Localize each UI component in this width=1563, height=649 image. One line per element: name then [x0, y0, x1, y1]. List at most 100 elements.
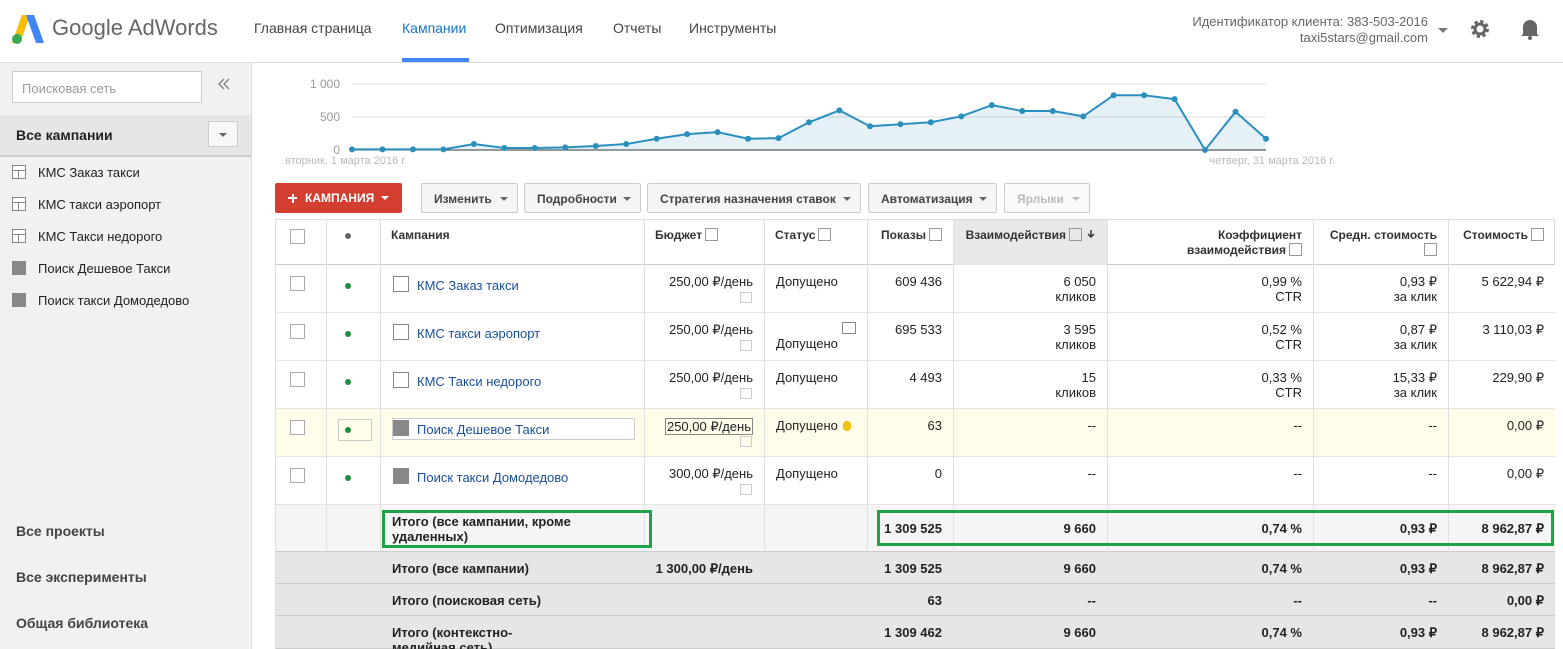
impressions: 1 309 525: [884, 561, 942, 576]
interactions: 9 660: [1063, 561, 1096, 576]
toolbar-button[interactable]: Подробности: [524, 183, 641, 213]
nav-underline: [402, 58, 469, 62]
column-header[interactable]: Стоимость: [1459, 228, 1544, 243]
campaign-name[interactable]: КМС такси аэропорт: [417, 326, 541, 341]
campaign-name[interactable]: Поиск Дешевое Такси: [417, 422, 550, 437]
checkbox[interactable]: [290, 229, 305, 244]
x-tick-label: вторник, 1 марта 2016 г.: [285, 155, 407, 167]
all-campaigns[interactable]: Все кампании: [16, 127, 113, 143]
point: [958, 113, 965, 120]
total-row-bg: [276, 552, 1555, 584]
cost: 0,00 ₽: [1506, 593, 1544, 608]
cost: 0,00 ₽: [1506, 466, 1544, 481]
budget-chart-icon: [740, 340, 752, 351]
point: [866, 123, 873, 130]
impressions: 695 533: [895, 322, 942, 337]
rate: 0,99 %: [1261, 274, 1302, 289]
toolbar-button[interactable]: Изменить: [421, 183, 518, 213]
help-icon[interactable]: [929, 228, 942, 241]
search-box[interactable]: Поисковая сеть: [12, 71, 202, 103]
rate: 0,52 %: [1261, 322, 1302, 337]
status: Допущено: [776, 336, 838, 351]
campaign-link[interactable]: Поиск Дешевое Такси: [38, 261, 171, 276]
cost: 8 962,87 ₽: [1481, 625, 1545, 640]
interactions: 3 595: [1063, 322, 1096, 337]
status: Допущено: [776, 418, 838, 433]
help-icon[interactable]: [818, 228, 832, 241]
help-icon[interactable]: [1069, 228, 1082, 241]
help-icon[interactable]: [1424, 243, 1437, 256]
column-header[interactable]: Средн. стоимость: [1324, 228, 1437, 258]
collapse-icon[interactable]: [217, 77, 230, 96]
help-icon[interactable]: [705, 228, 719, 241]
row-checkbox[interactable]: [290, 324, 305, 339]
tip-icon: [843, 421, 851, 431]
campaign-link[interactable]: КМС Заказ такси: [38, 165, 140, 180]
column-header[interactable]: Коэффициент взаимодействия: [1186, 228, 1302, 257]
new-campaign-label[interactable]: КАМПАНИЯ: [305, 191, 375, 205]
highlight-box: [877, 510, 1554, 546]
toolbar-button[interactable]: Стратегия назначения ставок: [647, 183, 861, 213]
campaign-name[interactable]: Поиск такси Домодедово: [417, 470, 569, 485]
point: [806, 119, 812, 126]
budget-chart-icon: [740, 388, 752, 399]
row-checkbox[interactable]: [290, 372, 305, 387]
campaign-type-icon: [393, 372, 409, 388]
campaign-link[interactable]: КМС такси аэропорт: [38, 197, 162, 212]
nav-item[interactable]: Главная страница: [254, 20, 372, 36]
point: [927, 119, 934, 126]
sidebar-link[interactable]: Все проекты: [16, 523, 105, 539]
status-dot: [345, 233, 351, 239]
point: [379, 146, 386, 153]
campaign-icon: [12, 293, 26, 307]
point: [440, 146, 447, 153]
point: [1110, 92, 1117, 99]
interactions: 15: [1081, 370, 1096, 385]
nav-item[interactable]: Инструменты: [689, 20, 777, 36]
editing-box: [392, 418, 635, 440]
column-header[interactable]: Кампания: [391, 228, 450, 242]
toolbar-button[interactable]: Автоматизация: [868, 183, 997, 213]
rate: 0,74 %: [1261, 521, 1302, 536]
sidebar-link[interactable]: Все эксперименты: [16, 569, 147, 585]
all-campaigns-row[interactable]: Все кампании: [0, 115, 251, 157]
row-checkbox[interactable]: [290, 468, 305, 483]
account-email[interactable]: taxi5stars@gmail.com: [1299, 30, 1428, 45]
row-checkbox[interactable]: [290, 420, 305, 435]
interactions: --: [1087, 593, 1096, 608]
impressions: 63: [927, 593, 942, 608]
budget: 250,00 ₽/день: [668, 274, 753, 289]
point: [775, 135, 782, 142]
impressions: 1 309 525: [884, 521, 942, 536]
campaign-name[interactable]: КМС Заказ такси: [417, 278, 519, 293]
new-campaign-button[interactable]: [275, 183, 402, 213]
settings-icon[interactable]: [1470, 19, 1490, 39]
nav-item[interactable]: Кампании: [402, 20, 467, 36]
impressions: 609 436: [895, 274, 942, 289]
nav-item[interactable]: Оптимизация: [495, 20, 583, 36]
sidebar-link[interactable]: Общая библиотека: [16, 615, 149, 631]
help-icon[interactable]: [1531, 228, 1544, 241]
campaign-name[interactable]: КМС Такси недорого: [417, 374, 542, 389]
status-select: [338, 419, 372, 441]
total-row-bg: [276, 584, 1555, 616]
column-header[interactable]: Взаимодействия: [964, 228, 1096, 243]
column-header[interactable]: Показы: [878, 228, 942, 243]
row-checkbox[interactable]: [290, 276, 305, 291]
nav-item[interactable]: Отчеты: [613, 20, 662, 36]
column-header[interactable]: Бюджет: [655, 228, 719, 243]
impressions: 0: [934, 466, 942, 481]
avg-cost: за клик: [1393, 337, 1437, 352]
campaign-link[interactable]: КМС Такси недорого: [38, 229, 163, 244]
status-dot: [345, 283, 351, 289]
dropdown[interactable]: [208, 121, 238, 147]
campaign-icon: [12, 229, 26, 243]
help-icon[interactable]: [1289, 243, 1302, 256]
notifications-icon[interactable]: [1520, 18, 1540, 40]
interactions: 9 660: [1063, 521, 1096, 536]
column-header[interactable]: Статус: [775, 228, 832, 243]
campaign-link[interactable]: Поиск такси Домодедово: [38, 293, 190, 308]
point: [592, 143, 599, 150]
account-caret[interactable]: [1438, 28, 1448, 38]
sort-arrow[interactable]: [1086, 229, 1096, 239]
